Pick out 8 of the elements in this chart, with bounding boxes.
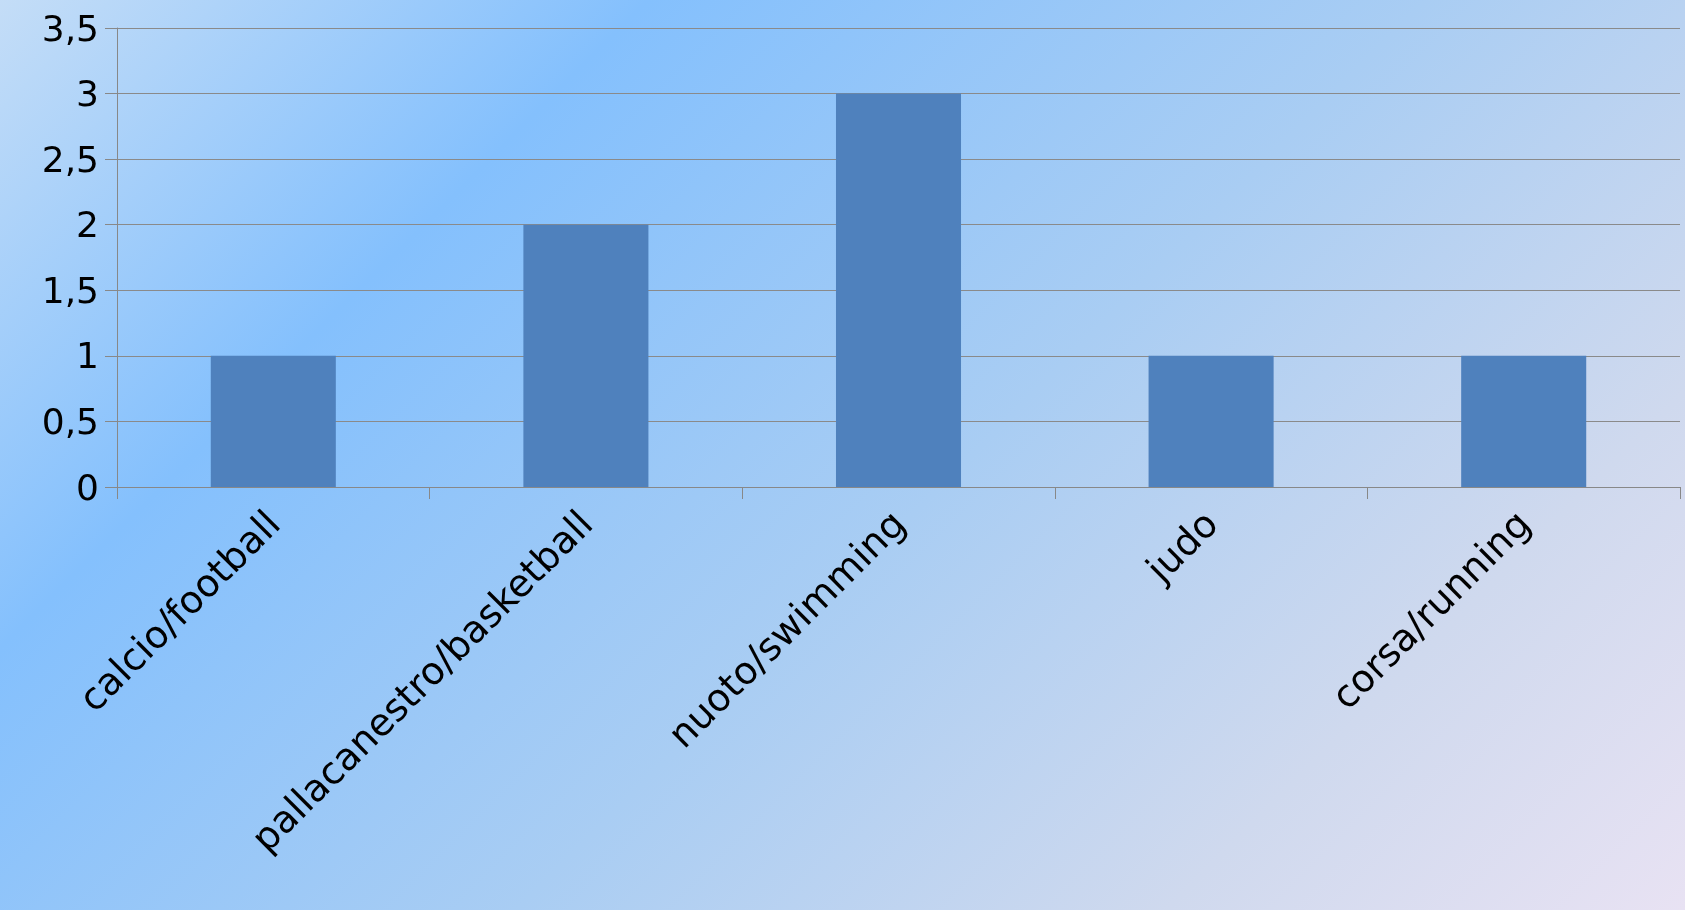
y-tick-label: 0	[76, 466, 99, 508]
y-tick-label: 1,5	[41, 269, 99, 311]
y-tick-label: 3,5	[41, 7, 99, 49]
y-tick-label: 2,5	[41, 138, 99, 180]
y-tick-label: 2	[76, 204, 99, 246]
y-tick-label: 3	[76, 73, 99, 115]
y-tick-label: 1	[76, 335, 99, 377]
y-tick-label: 0,5	[41, 400, 99, 442]
